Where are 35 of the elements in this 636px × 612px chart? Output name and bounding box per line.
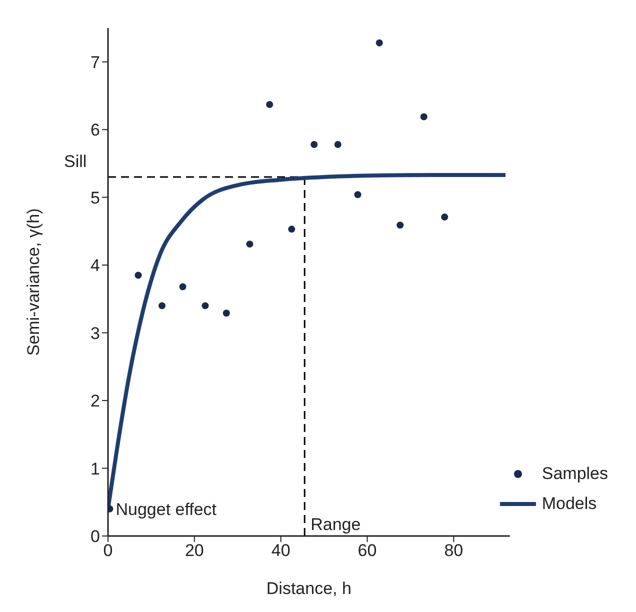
y-tick-label: 4 bbox=[90, 256, 100, 276]
point bbox=[310, 141, 318, 148]
y-tick-label: 6 bbox=[90, 120, 100, 140]
x-tick-label: 20 bbox=[184, 541, 204, 560]
x-tick-label: 40 bbox=[271, 541, 290, 560]
point bbox=[288, 226, 296, 233]
x-tick-label: 80 bbox=[444, 541, 464, 560]
point bbox=[134, 272, 142, 279]
y-tick-label: 3 bbox=[90, 324, 100, 343]
annotation: Nugget effect bbox=[116, 500, 217, 519]
ref-line-label: Sill bbox=[64, 152, 87, 172]
legend-label: Models bbox=[542, 494, 597, 514]
ref-line-label: Range bbox=[310, 515, 361, 534]
point bbox=[441, 213, 448, 220]
legend-label: Samples bbox=[542, 464, 608, 484]
y-tick-label: 7 bbox=[90, 52, 100, 72]
point bbox=[354, 191, 362, 198]
y-axis-title: Semi-variance, γ(h) bbox=[24, 208, 44, 356]
point bbox=[420, 113, 428, 120]
point bbox=[396, 222, 404, 229]
point bbox=[334, 141, 342, 148]
point bbox=[179, 283, 186, 290]
y-tick-label: 2 bbox=[90, 392, 100, 411]
point bbox=[266, 101, 274, 108]
x-axis-title: Distance, h bbox=[266, 579, 352, 598]
point bbox=[376, 39, 383, 46]
point bbox=[158, 302, 166, 310]
point bbox=[222, 310, 230, 317]
y-tick-label: 5 bbox=[90, 188, 100, 208]
y-tick-label: 0 bbox=[90, 527, 100, 546]
point bbox=[246, 240, 254, 248]
x-tick-label: 60 bbox=[358, 541, 377, 560]
y-tick-label: 1 bbox=[90, 459, 100, 478]
point bbox=[202, 302, 209, 310]
x-tick-label: 0 bbox=[103, 541, 113, 560]
